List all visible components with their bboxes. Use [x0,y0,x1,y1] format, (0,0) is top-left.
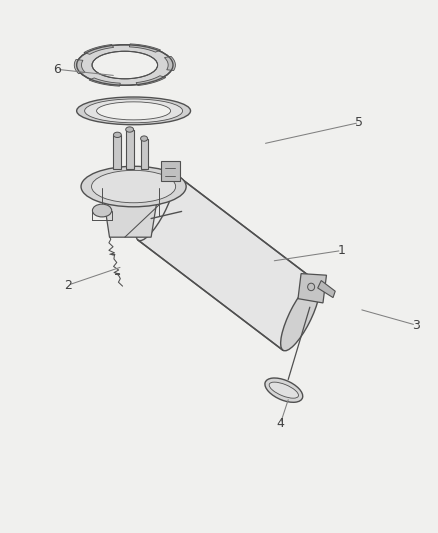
Ellipse shape [77,45,173,85]
Polygon shape [129,44,161,52]
Polygon shape [113,135,121,169]
Text: 1: 1 [338,244,346,257]
Ellipse shape [141,136,148,141]
Ellipse shape [126,127,134,132]
Text: 2: 2 [64,279,72,292]
Ellipse shape [307,283,314,290]
Text: 3: 3 [412,319,420,332]
Ellipse shape [96,102,170,120]
Polygon shape [136,76,166,86]
Text: 4: 4 [276,417,284,430]
Ellipse shape [113,132,121,138]
Polygon shape [298,273,326,303]
Polygon shape [138,172,318,350]
Polygon shape [84,44,113,54]
Ellipse shape [92,171,176,203]
Polygon shape [318,280,335,297]
Ellipse shape [269,382,298,398]
Polygon shape [102,188,159,237]
Text: 6: 6 [53,63,61,76]
Polygon shape [89,78,120,86]
Ellipse shape [136,172,175,241]
Ellipse shape [92,51,158,79]
Text: 5: 5 [355,116,363,129]
Ellipse shape [92,204,112,217]
Polygon shape [126,130,134,169]
Ellipse shape [81,166,186,207]
Polygon shape [161,161,180,181]
Polygon shape [74,60,85,74]
Polygon shape [141,139,148,169]
Ellipse shape [77,97,191,125]
Ellipse shape [281,281,320,351]
Polygon shape [164,56,175,70]
Ellipse shape [265,378,303,402]
Ellipse shape [85,99,183,123]
